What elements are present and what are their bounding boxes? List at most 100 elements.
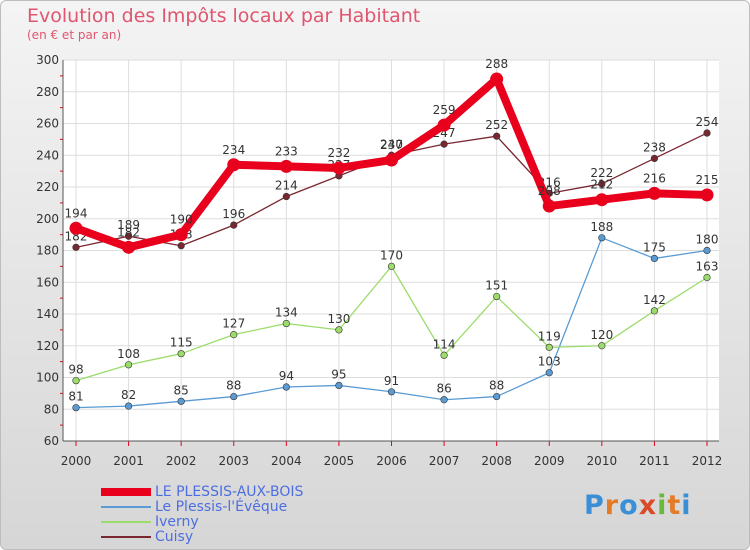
data-point — [703, 273, 711, 282]
y-tick-label: 220 — [36, 180, 59, 194]
data-point — [230, 392, 238, 401]
data-point — [387, 388, 396, 396]
data-point — [335, 326, 343, 334]
data-label: 233 — [275, 144, 298, 158]
data-label: 127 — [222, 317, 245, 331]
x-tick-label: 2008 — [481, 454, 512, 468]
data-point — [387, 262, 396, 270]
data-label: 212 — [590, 178, 613, 192]
x-tick-label: 2000 — [61, 454, 92, 468]
data-label: 98 — [68, 363, 83, 377]
legend-label: Cuisy — [155, 529, 194, 545]
data-point — [69, 221, 83, 235]
data-label: 86 — [436, 382, 451, 396]
logo-letter: o — [619, 490, 639, 521]
y-tick-label: 200 — [36, 212, 59, 226]
data-label: 175 — [643, 240, 666, 254]
data-point — [282, 192, 290, 201]
data-label: 119 — [538, 329, 561, 343]
data-label: 188 — [590, 220, 613, 234]
data-label: 194 — [65, 206, 88, 220]
data-point — [545, 343, 553, 351]
y-tick-label: 80 — [44, 402, 59, 416]
x-tick-label: 2007 — [429, 454, 460, 468]
data-point — [385, 153, 398, 167]
data-label: 142 — [643, 293, 666, 307]
data-label: 108 — [117, 347, 140, 361]
data-point — [598, 180, 606, 188]
data-point — [72, 243, 80, 251]
data-point — [230, 331, 238, 339]
data-label: 88 — [226, 379, 241, 393]
data-label: 222 — [590, 166, 613, 180]
data-label: 238 — [643, 140, 666, 154]
data-point — [490, 72, 504, 86]
logo-letter: P — [584, 490, 605, 521]
data-label: 85 — [174, 383, 189, 397]
y-tick-label: 60 — [44, 434, 59, 448]
x-tick-label: 2006 — [376, 454, 407, 468]
x-tick-label: 2010 — [587, 454, 618, 468]
chart-subtitle: (en € et par an) — [27, 28, 122, 42]
data-point — [72, 377, 80, 385]
proxiti-logo: Proxiti — [584, 490, 692, 521]
data-label: 88 — [489, 379, 504, 393]
data-point — [647, 186, 661, 200]
data-point — [650, 154, 659, 163]
legend-label: LE PLESSIS-AUX-BOIS — [155, 484, 304, 500]
data-label: 288 — [485, 57, 508, 71]
legend-swatch — [101, 521, 151, 523]
x-tick-label: 2001 — [113, 454, 144, 468]
data-label: 130 — [327, 312, 350, 326]
data-label: 115 — [170, 336, 193, 350]
data-label: 196 — [222, 207, 245, 221]
data-point — [598, 234, 606, 242]
data-point — [174, 228, 188, 242]
data-label: 215 — [696, 173, 719, 187]
data-point — [282, 383, 290, 391]
data-label: 180 — [696, 233, 719, 247]
data-label: 120 — [590, 328, 613, 342]
x-tick-label: 2005 — [324, 454, 355, 468]
legend-swatch — [101, 506, 151, 508]
data-point — [598, 342, 606, 350]
data-label: 232 — [327, 146, 350, 160]
y-tick-label: 260 — [36, 117, 59, 131]
data-label: 216 — [643, 171, 666, 185]
x-tick-label: 2003 — [218, 454, 249, 468]
logo-letter: r — [604, 490, 620, 521]
data-point — [440, 140, 448, 148]
data-point — [124, 361, 133, 369]
y-tick-label: 240 — [36, 148, 59, 162]
data-label: 234 — [222, 143, 245, 157]
y-tick-label: 300 — [36, 53, 59, 67]
logo-letter: t — [667, 490, 682, 521]
legend-swatch — [101, 536, 151, 538]
data-label: 103 — [538, 355, 561, 369]
data-point — [650, 307, 659, 315]
data-point — [177, 242, 185, 250]
data-label: 91 — [384, 374, 399, 388]
x-tick-label: 2011 — [639, 454, 670, 468]
data-label: 114 — [433, 337, 456, 351]
data-label: 189 — [117, 218, 140, 232]
x-tick-label: 2004 — [271, 454, 302, 468]
data-label: 208 — [538, 184, 561, 198]
x-tick-label: 2009 — [534, 454, 565, 468]
data-point — [493, 292, 501, 301]
data-label: 259 — [433, 103, 456, 117]
data-label: 190 — [170, 213, 193, 227]
y-tick-label: 100 — [36, 371, 59, 385]
data-point — [177, 397, 185, 405]
data-point — [72, 404, 80, 412]
data-point — [440, 351, 448, 359]
data-point — [545, 369, 553, 377]
data-label: 81 — [68, 390, 83, 404]
x-tick-label: 2002 — [166, 454, 197, 468]
chart-title: Evolution des Impôts locaux par Habitant — [27, 5, 421, 27]
data-label: 237 — [380, 138, 403, 152]
data-label: 254 — [696, 115, 719, 129]
logo-letter: i — [657, 490, 668, 521]
